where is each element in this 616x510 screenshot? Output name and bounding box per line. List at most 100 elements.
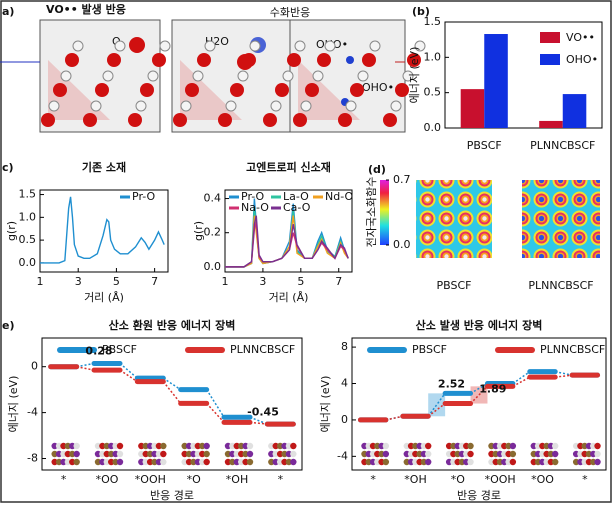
y-tick-label: 0 xyxy=(31,360,38,373)
atom xyxy=(594,450,601,458)
annotation: 1.89 xyxy=(479,383,506,396)
connector xyxy=(206,402,225,423)
bar xyxy=(562,94,587,128)
frame xyxy=(0,0,612,503)
atom xyxy=(95,83,109,97)
x-tick-label: * xyxy=(370,473,376,486)
atom xyxy=(151,458,158,466)
y-tick-label: 0 xyxy=(341,413,348,426)
atom xyxy=(99,450,106,458)
atom xyxy=(69,458,76,466)
legend-label: La-O xyxy=(283,190,309,203)
atom xyxy=(594,442,601,450)
atom xyxy=(238,458,245,466)
plot-frame xyxy=(444,21,603,129)
atom xyxy=(108,458,115,466)
atom xyxy=(402,70,414,82)
atom xyxy=(407,53,421,67)
atom xyxy=(73,458,80,466)
y-tick-label: 8 xyxy=(341,340,348,353)
legend-label: Ca-O xyxy=(283,201,311,214)
atom xyxy=(246,450,254,458)
panel-label: c) xyxy=(2,161,14,174)
atom xyxy=(151,442,158,450)
atom xyxy=(185,442,193,450)
atom xyxy=(99,442,106,450)
atom xyxy=(285,458,293,466)
atom xyxy=(199,458,206,466)
atom xyxy=(268,458,275,466)
atom xyxy=(90,100,102,112)
atom xyxy=(425,442,432,450)
atom xyxy=(55,450,63,458)
atom xyxy=(64,450,72,458)
panel-label: e) xyxy=(2,319,15,332)
atom xyxy=(146,450,154,458)
atom xyxy=(268,442,275,450)
atom xyxy=(276,458,284,466)
atom xyxy=(268,450,275,458)
panel-label: a) xyxy=(2,5,14,18)
chart-title: 고엔트로피 신소재 xyxy=(246,160,331,174)
atom xyxy=(395,83,409,97)
y-tick-label: -4 xyxy=(27,406,38,419)
atom xyxy=(138,450,145,458)
atom xyxy=(64,458,72,466)
atom xyxy=(509,458,517,466)
atom xyxy=(509,442,517,450)
atom xyxy=(194,458,202,466)
legend-label: PBSCF xyxy=(102,343,137,356)
atom xyxy=(194,450,202,458)
atom xyxy=(83,113,97,127)
atom xyxy=(181,442,188,450)
atom xyxy=(276,442,284,450)
x-tick-label: 3 xyxy=(259,275,266,288)
y-axis-label: g(r) xyxy=(5,221,18,241)
colorbar xyxy=(380,180,389,245)
atom xyxy=(218,113,232,127)
atom xyxy=(594,458,601,466)
atom xyxy=(290,442,297,450)
atom xyxy=(270,100,282,112)
legend-label: Pr-O xyxy=(132,190,156,203)
atom xyxy=(225,100,237,112)
y-tick-label: 0.0 xyxy=(424,121,442,134)
x-tick-label: PLNNCBSCF xyxy=(530,139,595,152)
connector xyxy=(206,389,225,418)
atom xyxy=(108,442,115,450)
atom xyxy=(229,458,236,466)
atom xyxy=(53,83,67,97)
y-tick-label: -4 xyxy=(337,449,348,462)
x-axis-label: 거리 (Å) xyxy=(269,291,309,304)
atom xyxy=(185,450,193,458)
atom xyxy=(263,113,277,127)
legend-swatch xyxy=(540,54,560,65)
atom xyxy=(414,40,426,52)
elf-map xyxy=(416,180,492,258)
atom xyxy=(312,70,324,82)
atom xyxy=(300,100,312,112)
line xyxy=(40,196,165,264)
legend-label: PLNNCBSCF xyxy=(540,343,605,356)
y-tick-label: 1.0 xyxy=(19,210,37,223)
atom xyxy=(151,450,158,458)
bar xyxy=(460,89,485,128)
atom xyxy=(60,450,67,458)
atom xyxy=(135,100,147,112)
atom xyxy=(116,450,124,458)
atom xyxy=(73,442,80,450)
atom xyxy=(69,450,76,458)
y-tick-label: -8 xyxy=(27,452,38,465)
y-axis-label: g(r) xyxy=(192,221,205,241)
atom xyxy=(55,442,63,450)
atom xyxy=(224,450,232,458)
atom xyxy=(346,56,354,64)
x-tick-label: *OH xyxy=(404,473,426,486)
panel-title: VO•• 발생 반응 xyxy=(46,2,126,16)
atom xyxy=(129,37,145,53)
connector xyxy=(385,415,403,421)
atom xyxy=(140,83,154,97)
atom xyxy=(99,458,106,466)
atom xyxy=(60,70,72,82)
atom xyxy=(275,83,289,97)
